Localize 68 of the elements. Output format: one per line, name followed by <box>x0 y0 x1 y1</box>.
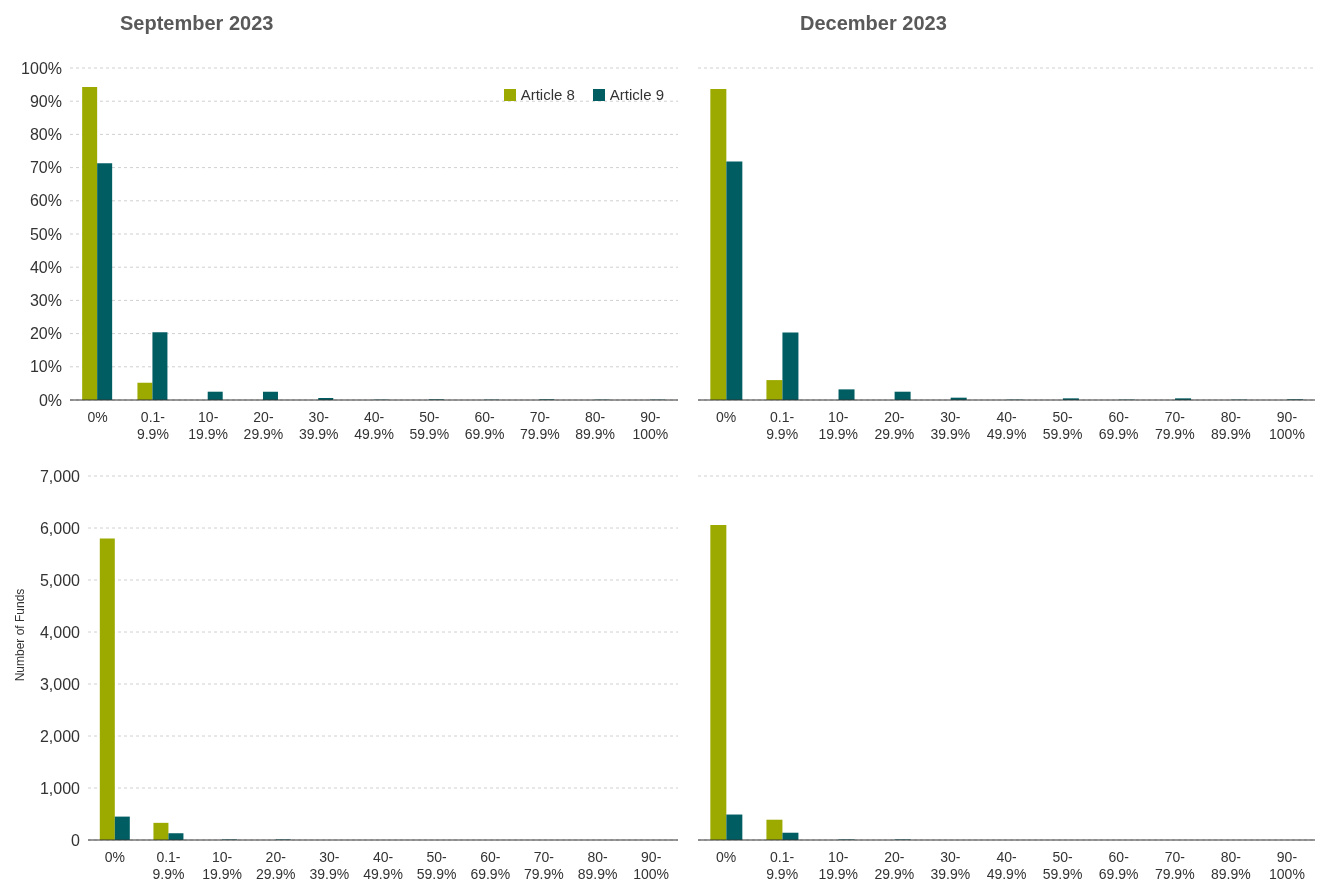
y-axis-title: Number of Funds <box>13 587 27 684</box>
x-tick-label: 80-89.9% <box>1211 849 1251 882</box>
x-tick-label: 40-49.9% <box>354 409 394 442</box>
legend-label: Article 8 <box>519 86 575 103</box>
x-tick-label: 90-100% <box>1269 409 1305 442</box>
legend-label: Article 9 <box>608 86 664 103</box>
y-tick-label: 70% <box>29 159 62 177</box>
x-tick-label: 0% <box>715 849 737 865</box>
x-tick-label: 20-29.9% <box>874 409 915 442</box>
y-tick-label: 4,000 <box>39 623 81 641</box>
x-tick-label: 0.1-9.9% <box>136 409 169 442</box>
x-tick-label: 60-69.9% <box>1098 409 1139 442</box>
x-tick-label: 0% <box>104 849 125 865</box>
x-tick-label: 50-59.9% <box>416 849 457 882</box>
y-tick-label: 6,000 <box>39 519 81 537</box>
x-tick-label: 0.1-9.9% <box>766 849 799 882</box>
y-tick-label: 20% <box>29 325 62 343</box>
x-tick-label: 70-79.9% <box>1154 409 1195 442</box>
x-tick-label: 60-69.9% <box>470 849 511 882</box>
x-tick-label: 0% <box>87 409 108 425</box>
x-tick-label: 0.1-9.9% <box>152 849 185 882</box>
x-tick-label: 0.1-9.9% <box>766 409 799 442</box>
x-tick-label: 70-79.9% <box>519 409 560 442</box>
x-tick-label: 10-19.9% <box>188 409 229 442</box>
y-tick-label: 7,000 <box>39 467 81 485</box>
x-tick-label: 60-69.9% <box>464 409 505 442</box>
x-tick-label: 80-89.9% <box>1211 409 1251 442</box>
chart-title: December 2023 <box>800 12 947 35</box>
y-tick-label: 60% <box>29 192 62 210</box>
x-tick-label: 0% <box>715 409 737 425</box>
x-tick-label: 60-69.9% <box>1098 849 1139 882</box>
x-tick-label: 90-100% <box>632 409 669 442</box>
y-tick-label: 0 <box>71 831 81 849</box>
x-tick-label: 50-59.9% <box>1042 849 1083 882</box>
x-tick-label: 40-49.9% <box>986 409 1027 442</box>
x-tick-label: 90-100% <box>633 849 670 882</box>
y-tick-label: 40% <box>29 258 62 276</box>
x-tick-label: 70-79.9% <box>1154 849 1195 882</box>
x-tick-label: 50-59.9% <box>1042 409 1083 442</box>
x-tick-label: 80-89.9% <box>577 849 618 882</box>
y-tick-label: 3,000 <box>39 675 81 693</box>
y-tick-label: 30% <box>29 292 62 310</box>
x-tick-label: 30-39.9% <box>930 409 971 442</box>
x-tick-label: 80-89.9% <box>575 409 615 442</box>
x-tick-label: 30-39.9% <box>298 409 339 442</box>
y-tick-label: 100% <box>21 59 62 77</box>
y-tick-label: 0% <box>38 391 62 409</box>
x-tick-label: 10-19.9% <box>818 849 859 882</box>
x-tick-label: 70-79.9% <box>524 849 564 882</box>
x-tick-label: 20-29.9% <box>243 409 284 442</box>
x-tick-label: 10-19.9% <box>202 849 242 882</box>
y-tick-label: 10% <box>29 358 62 376</box>
x-tick-label: 30-39.9% <box>930 849 971 882</box>
y-tick-label: 50% <box>29 225 62 243</box>
y-tick-label: 1,000 <box>39 779 81 797</box>
x-tick-label: 20-29.9% <box>255 849 296 882</box>
x-tick-label: 30-39.9% <box>309 849 350 882</box>
x-tick-label: 40-49.9% <box>986 849 1027 882</box>
y-tick-label: 2,000 <box>39 727 81 745</box>
y-tick-label: 5,000 <box>39 571 81 589</box>
x-tick-label: 40-49.9% <box>363 849 403 882</box>
x-tick-label: 10-19.9% <box>818 409 859 442</box>
x-tick-label: 90-100% <box>1269 849 1305 882</box>
x-tick-label: 50-59.9% <box>409 409 450 442</box>
y-tick-label: 80% <box>29 126 62 144</box>
y-tick-label: 90% <box>29 92 62 110</box>
chart-title: September 2023 <box>120 12 274 35</box>
x-tick-label: 20-29.9% <box>874 849 915 882</box>
